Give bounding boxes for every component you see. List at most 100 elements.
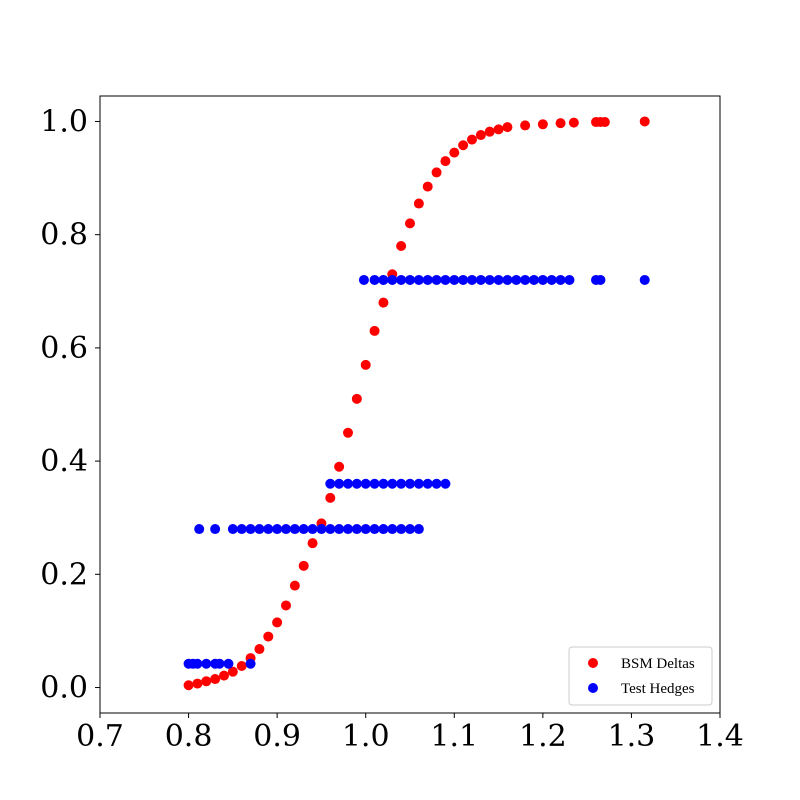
- plot-frame: [99, 95, 721, 714]
- point-test-hedges-30: [405, 524, 415, 535]
- point-test-hedges-43: [422, 478, 433, 489]
- point-test-hedges-13: [254, 524, 265, 535]
- point-test-hedges-65: [529, 274, 539, 285]
- point-bsm-deltas-12: [289, 580, 300, 591]
- point-bsm-deltas-16: [325, 492, 336, 503]
- point-test-hedges-55: [440, 274, 451, 285]
- point-test-hedges-14: [263, 524, 274, 535]
- point-bsm-deltas-39: [555, 118, 566, 129]
- data-marks: [183, 116, 650, 691]
- point-test-hedges-20: [316, 524, 327, 535]
- x-tick-label: 1.2: [519, 719, 567, 754]
- point-test-hedges-60: [484, 274, 495, 285]
- point-test-hedges-33: [334, 478, 345, 489]
- point-bsm-deltas-22: [378, 297, 389, 308]
- point-test-hedges-40: [396, 478, 407, 489]
- point-test-hedges-57: [458, 274, 469, 285]
- point-bsm-deltas-19: [351, 393, 362, 404]
- point-test-hedges-47: [369, 274, 380, 285]
- point-test-hedges-44: [431, 478, 442, 489]
- point-test-hedges-10: [227, 524, 238, 535]
- point-test-hedges-11: [236, 524, 247, 535]
- point-test-hedges-67: [546, 274, 557, 285]
- point-test-hedges-19: [307, 524, 318, 535]
- point-bsm-deltas-28: [431, 167, 442, 178]
- point-test-hedges-42: [413, 478, 424, 489]
- point-test-hedges-62: [502, 274, 513, 285]
- point-test-hedges-61: [493, 274, 504, 285]
- point-test-hedges-48: [378, 274, 389, 285]
- legend-label-bsm-deltas: BSM Deltas: [621, 656, 695, 672]
- point-bsm-deltas-27: [422, 181, 433, 192]
- point-test-hedges-63: [511, 274, 522, 285]
- point-bsm-deltas-17: [334, 461, 345, 472]
- point-test-hedges-22: [334, 524, 345, 535]
- legend-marker-test-hedges: [588, 683, 598, 693]
- point-test-hedges-32: [325, 478, 336, 489]
- point-bsm-deltas-24: [396, 241, 407, 251]
- point-bsm-deltas-13: [298, 560, 309, 571]
- point-test-hedges-54: [431, 274, 442, 285]
- point-test-hedges-45: [440, 478, 451, 489]
- point-test-hedges-52: [413, 274, 424, 285]
- point-test-hedges-26: [369, 524, 380, 535]
- point-test-hedges-15: [272, 524, 283, 535]
- point-bsm-deltas-37: [520, 120, 531, 131]
- y-axis: 0.0 0.2 0.4 0.6 0.8 1.0: [40, 104, 100, 706]
- point-test-hedges-2: [192, 658, 203, 669]
- point-test-hedges-16: [281, 524, 291, 535]
- y-tick-label: 0.8: [40, 218, 88, 253]
- point-bsm-deltas-21: [369, 325, 380, 336]
- point-test-hedges-37: [369, 478, 380, 489]
- point-bsm-deltas-34: [484, 126, 495, 137]
- y-tick-label: 0.6: [40, 331, 88, 366]
- point-test-hedges-8: [194, 524, 205, 535]
- point-test-hedges-12: [245, 524, 256, 535]
- point-bsm-deltas-44: [639, 116, 650, 127]
- point-test-hedges-56: [449, 274, 460, 285]
- point-bsm-deltas-38: [537, 119, 548, 130]
- y-tick-label: 0.0: [40, 671, 88, 706]
- y-tick-label: 0.4: [40, 444, 88, 479]
- point-test-hedges-27: [378, 524, 389, 535]
- point-bsm-deltas-3: [210, 674, 221, 685]
- point-bsm-deltas-40: [568, 117, 579, 128]
- point-bsm-deltas-25: [405, 218, 415, 229]
- point-test-hedges-9: [210, 524, 221, 535]
- point-bsm-deltas-1: [192, 678, 203, 689]
- x-tick-label: 1.3: [608, 719, 656, 754]
- point-bsm-deltas-35: [493, 124, 504, 135]
- point-bsm-deltas-31: [458, 140, 469, 151]
- point-test-hedges-69: [564, 274, 575, 285]
- point-test-hedges-17: [289, 524, 300, 535]
- point-bsm-deltas-29: [440, 156, 451, 167]
- point-test-hedges-35: [351, 478, 362, 489]
- point-test-hedges-51: [405, 274, 415, 285]
- point-bsm-deltas-0: [183, 680, 194, 691]
- point-test-hedges-34: [343, 478, 353, 489]
- point-bsm-deltas-2: [201, 676, 212, 687]
- point-bsm-deltas-14: [307, 538, 318, 549]
- legend-label-test-hedges: Test Hedges: [621, 681, 695, 697]
- point-test-hedges-18: [298, 524, 309, 535]
- point-bsm-deltas-32: [467, 134, 477, 145]
- point-test-hedges-7: [245, 658, 256, 669]
- x-tick-label: 0.8: [165, 719, 213, 754]
- x-tick-label: 0.7: [76, 719, 124, 754]
- point-bsm-deltas-11: [281, 600, 291, 611]
- point-test-hedges-72: [639, 274, 650, 285]
- point-bsm-deltas-30: [449, 147, 460, 158]
- x-tick-label: 1.0: [342, 719, 390, 754]
- point-test-hedges-68: [555, 274, 566, 285]
- point-test-hedges-36: [360, 478, 371, 489]
- point-bsm-deltas-8: [254, 644, 265, 655]
- point-bsm-deltas-10: [272, 617, 283, 628]
- point-bsm-deltas-36: [502, 122, 513, 133]
- legend-marker-bsm-deltas: [588, 658, 598, 668]
- point-test-hedges-5: [214, 658, 225, 669]
- x-tick-label: 0.9: [253, 719, 301, 754]
- point-test-hedges-38: [378, 478, 389, 489]
- point-test-hedges-46: [358, 274, 369, 285]
- point-test-hedges-31: [413, 524, 424, 535]
